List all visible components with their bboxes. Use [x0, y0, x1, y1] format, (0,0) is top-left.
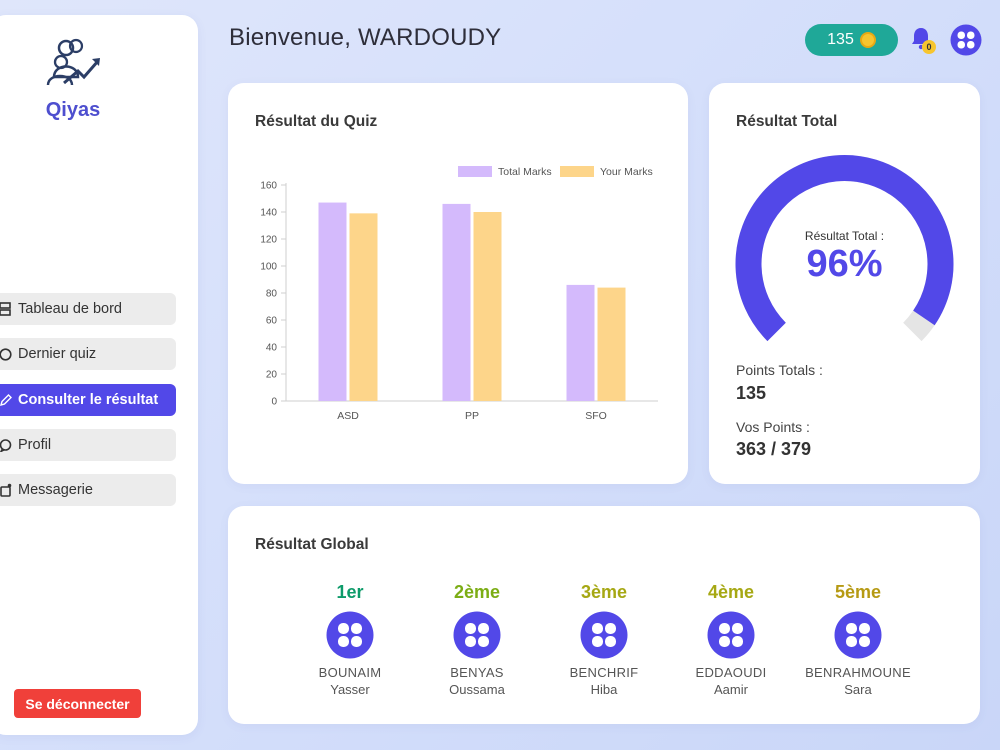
vos-points-value: 363 / 379: [736, 439, 812, 459]
avatar-icon: [707, 611, 755, 659]
ranking-item[interactable]: 1er BOUNAIM Yasser: [285, 582, 415, 697]
ranking-last-name: EDDAOUDI: [695, 665, 767, 680]
sidebar-item-results[interactable]: Consulter le résultat: [0, 384, 176, 416]
app-logo: Qiyas: [37, 37, 109, 122]
chat-icon: [0, 438, 12, 452]
avatar-icon: [453, 611, 501, 659]
ranking-first-name: Hiba: [590, 682, 618, 697]
ranking-first-name: Sara: [844, 682, 872, 697]
ranking-item[interactable]: 3ème BENCHRIF Hiba: [539, 582, 669, 697]
sidebar-item-dashboard[interactable]: Tableau de bord: [0, 293, 176, 325]
message-icon: [0, 483, 12, 497]
legend-label: Your Marks: [600, 166, 653, 178]
y-tick-label: 60: [266, 316, 278, 327]
bar-your-marks-asd: [349, 213, 378, 401]
quiz-bar-chart: 0 20 40 60 80 100 120 140 160 ASD PP SFO Total Marks…: [260, 166, 658, 422]
ranking-first-name: Yasser: [330, 682, 370, 697]
quiz-card-title: Résultat du Quiz: [255, 113, 378, 130]
rank-position: 3ème: [580, 582, 628, 602]
y-tick-label: 120: [260, 235, 277, 246]
legend-swatch: [560, 166, 594, 177]
bar-total-marks-pp: [442, 203, 471, 401]
rank-position: 5ème: [834, 582, 882, 602]
y-tick-label: 0: [271, 397, 277, 408]
points-total-label: Points Totals :: [736, 362, 823, 378]
result-gauge: [735, 155, 954, 342]
ranking-last-name: BENRAHMOUNE: [805, 665, 911, 680]
sidebar-item-label: Dernier quiz: [18, 346, 97, 362]
legend-swatch: [458, 166, 492, 177]
sidebar-item-last-quiz[interactable]: Dernier quiz: [0, 338, 176, 370]
bar-your-marks-sfo: [597, 287, 626, 401]
dashboard-icon: [0, 302, 12, 316]
page-title: Bienvenue, WARDOUDY: [229, 24, 502, 51]
x-tick-label: PP: [465, 410, 479, 422]
global-card-title: Résultat Global: [255, 536, 369, 553]
gauge-percentage: 96%: [806, 243, 883, 285]
sidebar-item-profile[interactable]: Profil: [0, 429, 176, 461]
avatar-icon: [326, 611, 374, 659]
gauge-label: Résultat Total :: [804, 229, 885, 243]
ranking-item[interactable]: 2ème BENYAS Oussama: [412, 582, 542, 697]
rank-position: 2ème: [453, 582, 501, 602]
sidebar-item-messages[interactable]: Messagerie: [0, 474, 176, 506]
total-card-title: Résultat Total: [736, 113, 838, 130]
ranking-first-name: Oussama: [449, 682, 505, 697]
y-tick-label: 160: [260, 181, 277, 192]
y-tick-label: 20: [266, 370, 278, 381]
quiz-result-card: Résultat du Quiz 0 20 40 60 80 100 120 140 160 AS…: [228, 83, 688, 484]
avatar-icon: [834, 611, 882, 659]
logo-icon: [46, 38, 100, 86]
clock-icon: [0, 347, 12, 361]
logout-button[interactable]: Se déconnecter: [14, 689, 141, 718]
y-tick-label: 40: [266, 343, 278, 354]
sidebar-item-label: Messagerie: [18, 482, 93, 498]
y-tick-label: 80: [266, 289, 278, 300]
sidebar-item-label: Consulter le résultat: [18, 392, 159, 408]
y-tick-label: 100: [260, 262, 277, 273]
pencil-icon: [0, 393, 12, 407]
ranking-item[interactable]: 4ème EDDAOUDI Aamir: [666, 582, 796, 697]
legend-label: Total Marks: [498, 166, 552, 178]
bar-total-marks-asd: [318, 202, 347, 401]
bar-your-marks-pp: [473, 212, 502, 401]
x-tick-label: SFO: [585, 410, 607, 422]
global-result-card: Résultat Global 1er BOUNAIM Yasser 2ème …: [228, 506, 980, 724]
rank-position: 4ème: [707, 582, 755, 602]
y-tick-label: 140: [260, 208, 277, 219]
total-result-card: Résultat Total Résultat Total : 96% Poin…: [709, 83, 980, 484]
user-avatar-icon[interactable]: [950, 24, 982, 56]
sidebar-item-label: Profil: [18, 437, 52, 453]
coin-balance-badge[interactable]: 135: [805, 24, 898, 56]
points-total-value: 135: [736, 383, 767, 403]
ranking-first-name: Aamir: [714, 682, 748, 697]
x-tick-label: ASD: [337, 410, 359, 422]
ranking-last-name: BOUNAIM: [318, 665, 382, 680]
sidebar: Qiyas Tableau de bord Dernier quiz Consu…: [0, 15, 198, 735]
ranking-last-name: BENCHRIF: [569, 665, 639, 680]
notification-count-badge: 0: [922, 40, 936, 54]
ranking-last-name: BENYAS: [450, 665, 504, 680]
coin-icon: [859, 32, 876, 48]
avatar-icon: [580, 611, 628, 659]
notifications-button[interactable]: 0: [910, 26, 936, 54]
gauge-value-arc: [735, 155, 954, 342]
vos-points-label: Vos Points :: [736, 419, 810, 435]
bar-total-marks-sfo: [566, 284, 595, 401]
rank-position: 1er: [336, 582, 364, 602]
app-name: Qiyas: [45, 99, 101, 121]
ranking-item[interactable]: 5ème BENRAHMOUNE Sara: [793, 582, 923, 697]
coin-count: 135: [827, 31, 854, 48]
sidebar-item-label: Tableau de bord: [18, 301, 122, 317]
